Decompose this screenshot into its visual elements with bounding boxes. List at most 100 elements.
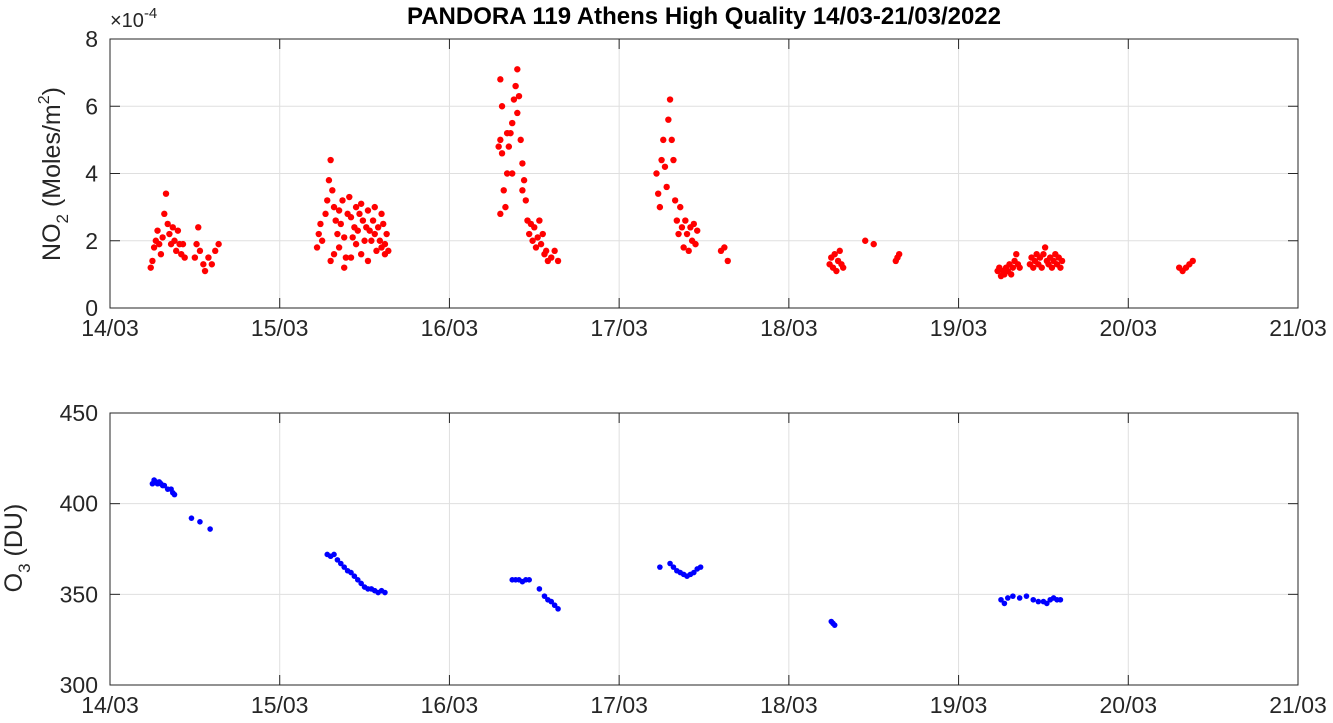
- o3-point: [351, 573, 358, 579]
- no2-point: [497, 76, 504, 83]
- o3-point: [697, 564, 704, 570]
- no2-point: [347, 254, 355, 261]
- bottom-x-tick-label: 14/03: [81, 692, 139, 718]
- no2-point: [505, 143, 513, 150]
- top-x-tick-label: 18/03: [760, 315, 818, 341]
- top-grid: [110, 39, 1298, 308]
- no2-point: [670, 156, 677, 164]
- top-axes: 14/03 15/03 16/03 17/03 18/03 19/03 20/03 21/03…: [36, 5, 1327, 341]
- no2-point: [337, 220, 345, 228]
- bottom-x-tick-label: 16/03: [421, 692, 479, 718]
- no2-point: [368, 237, 375, 244]
- o3-point: [1044, 600, 1050, 607]
- o3-point: [555, 606, 561, 612]
- no2-point: [357, 251, 365, 258]
- no2-point: [150, 244, 158, 251]
- no2-point: [364, 207, 372, 214]
- no2-point: [359, 217, 367, 224]
- no2-point: [159, 234, 166, 241]
- top-x-tick-label: 19/03: [930, 315, 988, 341]
- no2-point: [554, 257, 562, 265]
- no2-point: [654, 190, 662, 197]
- no2-point: [539, 230, 546, 238]
- no2-point: [315, 230, 322, 238]
- no2-point: [339, 197, 346, 204]
- top-y-tick-label: 2: [85, 228, 98, 254]
- no2-point: [512, 82, 519, 90]
- no2-point: [196, 247, 204, 255]
- bottom-axes: 14/03 15/03 16/03 17/03 18/03 19/03 20/03 21/03…: [0, 400, 1327, 718]
- bottom-ticks: 14/03 15/03 16/03 17/03 18/03 19/03 20/03 21/03…: [60, 400, 1327, 718]
- bottom-x-tick-label: 21/03: [1269, 692, 1327, 718]
- bottom-x-tick-label: 19/03: [930, 692, 988, 718]
- top-ylabel-sup: 2: [36, 95, 53, 104]
- no2-point: [498, 103, 506, 110]
- no2-point: [342, 254, 350, 261]
- o3-point: [338, 560, 344, 567]
- bottom-grid: [110, 413, 1298, 685]
- top-ylabel-post: ): [38, 87, 66, 95]
- no2-point: [1016, 264, 1023, 271]
- top-y-tick-label: 0: [85, 295, 98, 321]
- no2-point: [548, 254, 555, 261]
- o3-point: [382, 589, 388, 596]
- no2-point: [383, 230, 390, 238]
- o3-point: [1057, 596, 1064, 603]
- exponent-power: -4: [144, 5, 157, 22]
- no2-point: [195, 224, 202, 231]
- no2-point: [514, 66, 521, 73]
- no2-point: [500, 187, 507, 194]
- bottom-y-tick-label: 300: [60, 672, 98, 698]
- no2-point: [352, 240, 360, 248]
- no2-point: [683, 230, 691, 238]
- no2-point: [330, 203, 338, 211]
- top-y-tick-label: 6: [85, 93, 98, 119]
- o3-point: [536, 586, 543, 592]
- top-ylabel-sub: 2: [53, 214, 72, 223]
- bottom-ylabel-sub: 3: [15, 563, 34, 572]
- no2-point: [174, 227, 182, 234]
- no2-point: [329, 187, 336, 194]
- no2-point: [673, 217, 681, 224]
- no2-point: [675, 230, 682, 238]
- no2-point: [680, 244, 687, 251]
- no2-point: [677, 203, 684, 211]
- o3-point: [1023, 593, 1030, 599]
- no2-point: [352, 203, 360, 211]
- no2-point: [1013, 251, 1020, 258]
- no2-point: [327, 257, 334, 265]
- bottom-y-axis-label: O3 (DU): [0, 504, 34, 593]
- no2-point: [525, 230, 533, 238]
- bottom-axes-frame: [109, 412, 1299, 686]
- no2-point: [330, 251, 338, 258]
- no2-point: [324, 197, 331, 204]
- o3-point: [1010, 593, 1016, 599]
- no2-point: [347, 214, 355, 221]
- no2-point: [671, 197, 679, 204]
- no2-point: [349, 234, 356, 241]
- no2-point: [690, 220, 698, 228]
- no2-point: [208, 261, 216, 268]
- no2-point: [514, 109, 521, 117]
- no2-point: [147, 264, 154, 271]
- no2-point: [532, 244, 540, 251]
- no2-point: [354, 227, 361, 234]
- top-y-tick-label: 8: [85, 26, 98, 52]
- no2-point: [1038, 264, 1045, 271]
- no2-point: [322, 210, 329, 218]
- no2-point: [361, 237, 368, 244]
- no2-point: [191, 254, 199, 261]
- top-x-tick-label: 15/03: [251, 315, 309, 341]
- no2-point: [661, 163, 669, 170]
- no2-point: [341, 264, 348, 271]
- no2-point: [660, 136, 667, 144]
- bottom-x-tick-label: 18/03: [760, 692, 818, 718]
- o3-point: [1016, 595, 1023, 601]
- no2-point: [502, 203, 509, 211]
- o3-point: [188, 515, 195, 521]
- no2-point: [529, 237, 536, 244]
- no2-point: [665, 116, 672, 123]
- no2-point: [895, 251, 903, 258]
- no2-point: [156, 240, 163, 248]
- no2-point: [371, 203, 378, 211]
